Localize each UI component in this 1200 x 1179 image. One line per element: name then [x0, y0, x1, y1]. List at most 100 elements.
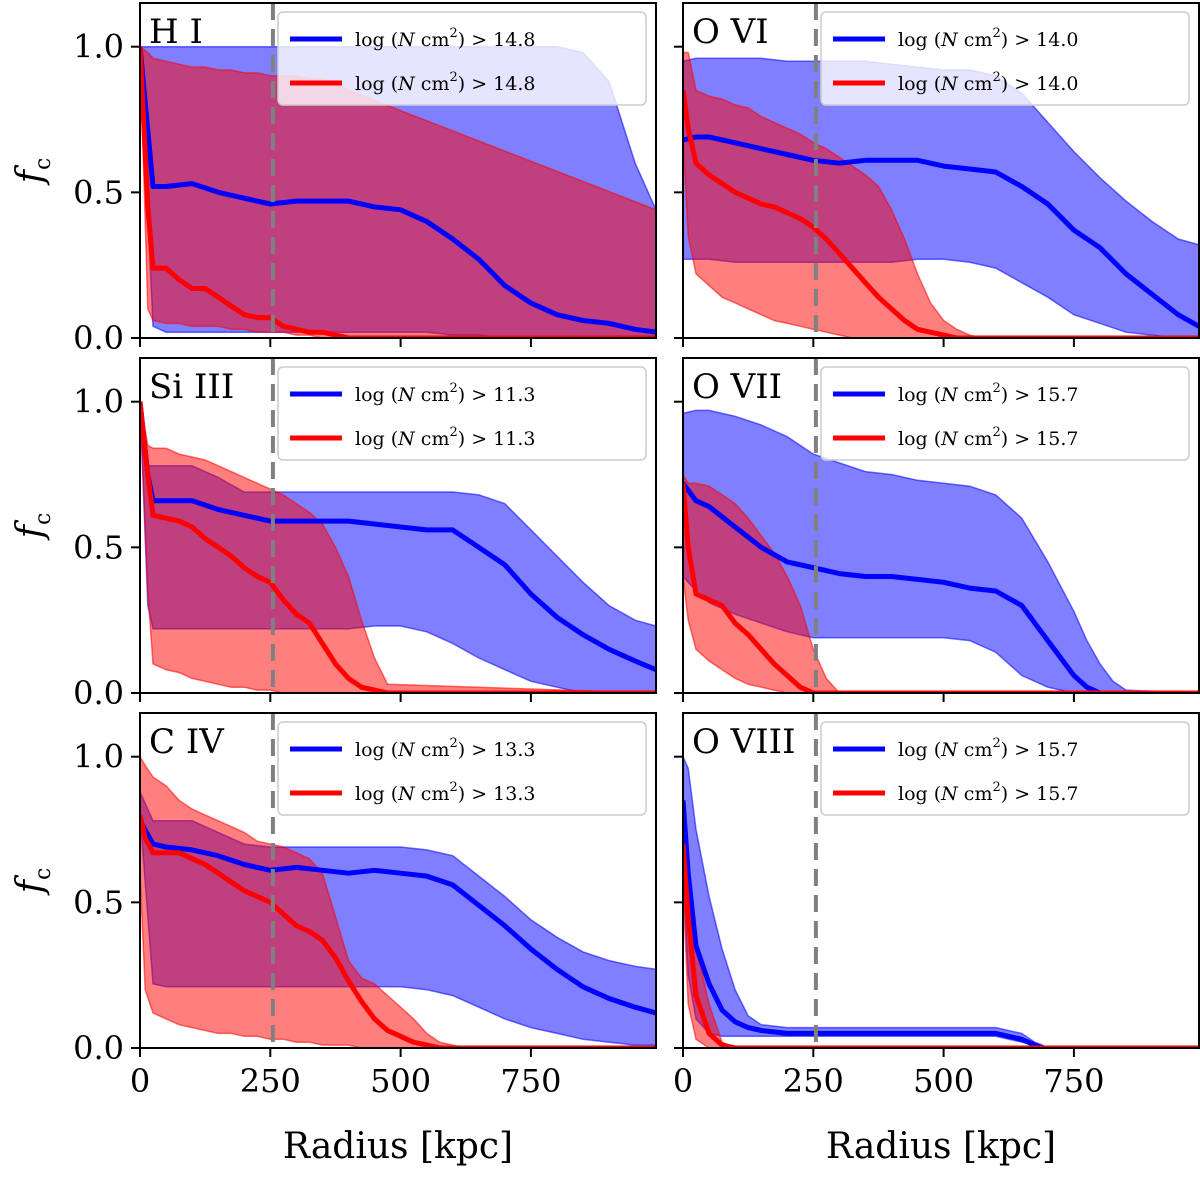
panel-4-xtick-label: 750 — [500, 1062, 561, 1100]
panel-4-ytick-label: 0.5 — [73, 883, 124, 921]
panel-5-xtick-label: 250 — [783, 1062, 844, 1100]
legend-variable: N — [940, 428, 959, 450]
panel-0-frame — [139, 2, 657, 339]
legend-prefix: log ( — [355, 428, 398, 450]
legend-prefix: log ( — [355, 783, 398, 805]
legend-exponent: 2 — [992, 780, 1000, 795]
panel-5-legend-box — [820, 721, 1190, 816]
panel-2-frame — [139, 357, 657, 694]
ylabel-subscript: c — [31, 158, 56, 170]
panel-0-ylabel: fc — [10, 158, 56, 187]
panel-0-red-band — [140, 45, 656, 338]
panel-4-frame — [139, 712, 657, 1049]
panel-2-ytick-label: 0.0 — [73, 674, 124, 712]
panel-0-blue-median-line — [140, 46, 656, 335]
panel-4-legend-red-label: log (N cm2) > 13.3 — [355, 780, 535, 805]
panel-2-red-median-line — [140, 401, 656, 693]
panel-1-blue-median-line — [683, 134, 1199, 329]
legend-threshold: ) > 14.8 — [458, 73, 536, 95]
ylabel-subscript: c — [31, 513, 56, 525]
legend-variable: N — [397, 783, 416, 805]
panel-5-plot-area — [683, 713, 1199, 1048]
legend-exponent: 2 — [992, 26, 1000, 41]
legend-prefix: log ( — [355, 739, 398, 761]
legend-unit: cm — [415, 428, 450, 450]
panel-2-red-band — [140, 401, 656, 693]
legend-variable: N — [397, 73, 416, 95]
legend-unit: cm — [958, 783, 993, 805]
legend-unit: cm — [958, 739, 993, 761]
ylabel-subscript: c — [31, 868, 56, 880]
legend-unit: cm — [958, 73, 993, 95]
panel-5-xtick-label: 500 — [913, 1062, 974, 1100]
legend-prefix: log ( — [355, 73, 398, 95]
panel-4-red-band — [140, 755, 656, 1048]
panel-3-legend-blue-label: log (N cm2) > 15.7 — [898, 381, 1078, 406]
legend-exponent: 2 — [992, 70, 1000, 85]
panel-4-ylabel: fc — [10, 868, 56, 897]
legend-threshold: ) > 15.7 — [1001, 783, 1079, 805]
panel-4-legend-blue-label: log (N cm2) > 13.3 — [355, 736, 535, 761]
panel-4-red-median-line — [140, 814, 656, 1048]
panel-2-ytick-label: 1.0 — [73, 383, 124, 421]
panel-1-legend-red-label: log (N cm2) > 14.0 — [898, 70, 1078, 95]
panel-1-red-median-line — [683, 90, 1199, 338]
panel-2-ylabel: fc — [10, 513, 56, 542]
legend-variable: N — [397, 29, 416, 51]
panel-4-legend: log (N cm2) > 13.3 log (N cm2) > 13.3 — [277, 721, 647, 816]
panel-4-xtick-label: 500 — [370, 1062, 431, 1100]
panel-5-legend-blue-label: log (N cm2) > 15.7 — [898, 736, 1078, 761]
panel-4-ytick-label: 1.0 — [73, 738, 124, 776]
panel-5-blue-median-line — [683, 800, 1199, 1048]
legend-prefix: log ( — [898, 29, 941, 51]
legend-unit: cm — [415, 384, 450, 406]
legend-prefix: log ( — [898, 73, 941, 95]
legend-exponent: 2 — [449, 26, 457, 41]
panel-4-plot-area — [140, 713, 656, 1048]
legend-threshold: ) > 15.7 — [1001, 739, 1079, 761]
panel-3-legend-box — [820, 366, 1190, 461]
panel-2-legend-red-label: log (N cm2) > 11.3 — [355, 425, 535, 450]
legend-exponent: 2 — [449, 70, 457, 85]
legend-exponent: 2 — [449, 381, 457, 396]
panel-4-legend-box — [277, 721, 647, 816]
panel-0-legend-box — [277, 11, 647, 106]
panel-2-ytick-label: 0.5 — [73, 528, 124, 566]
legend-prefix: log ( — [898, 739, 941, 761]
panel-5-frame — [682, 712, 1200, 1049]
legend-prefix: log ( — [355, 29, 398, 51]
legend-variable: N — [397, 384, 416, 406]
legend-threshold: ) > 11.3 — [458, 384, 536, 406]
panel-4-ion-label: C IV — [149, 722, 225, 762]
panel-5-xtick-label: 750 — [1043, 1062, 1104, 1100]
panel-4-xtick-label: 0 — [130, 1062, 150, 1100]
legend-threshold: ) > 15.7 — [1001, 428, 1079, 450]
legend-exponent: 2 — [449, 425, 457, 440]
legend-threshold: ) > 14.8 — [458, 29, 536, 51]
panel-4-xlabel: Radius [kpc] — [283, 1126, 513, 1167]
legend-variable: N — [940, 739, 959, 761]
panel-4-blue-median-line — [140, 819, 656, 1016]
panel-5-ion-label: O VIII — [692, 722, 796, 762]
panel-5-legend-red-label: log (N cm2) > 15.7 — [898, 780, 1078, 805]
panel-3-frame — [682, 357, 1200, 694]
legend-variable: N — [397, 739, 416, 761]
legend-variable: N — [940, 29, 959, 51]
legend-threshold: ) > 11.3 — [458, 428, 536, 450]
panel-0-legend-red-label: log (N cm2) > 14.8 — [355, 70, 535, 95]
panel-1-legend-blue-label: log (N cm2) > 14.0 — [898, 26, 1078, 51]
legend-unit: cm — [415, 783, 450, 805]
legend-exponent: 2 — [992, 736, 1000, 751]
panel-2-blue-median-line — [140, 401, 656, 673]
legend-unit: cm — [958, 428, 993, 450]
panel-0-legend-blue-label: log (N cm2) > 14.8 — [355, 26, 535, 51]
legend-variable: N — [940, 384, 959, 406]
legend-threshold: ) > 14.0 — [1001, 29, 1079, 51]
legend-threshold: ) > 13.3 — [458, 783, 536, 805]
